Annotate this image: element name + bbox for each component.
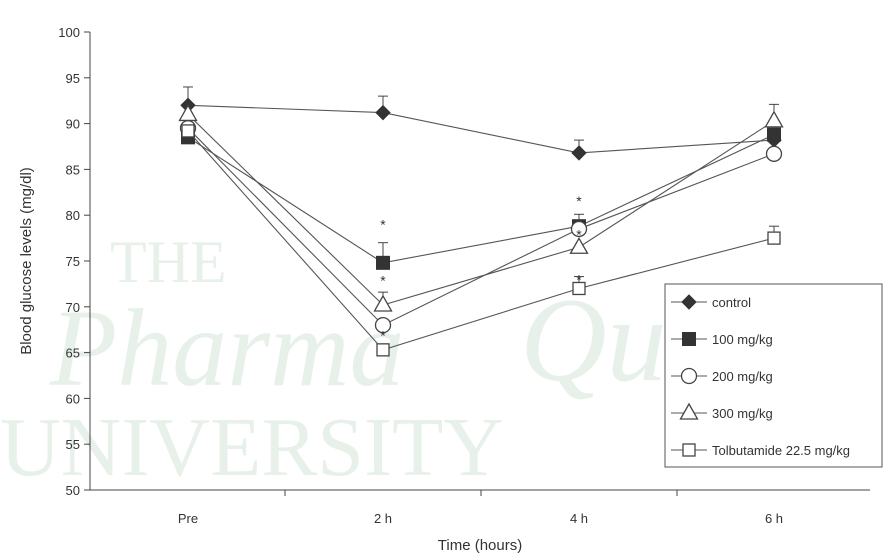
y-tick-label: 60	[66, 391, 80, 406]
legend-label: control	[712, 295, 751, 310]
data-point	[375, 104, 391, 121]
y-tick-label: 50	[66, 483, 80, 498]
watermark: THE Pharma UNIVERSITY Quiz	[0, 229, 747, 494]
legend-marker	[682, 443, 696, 457]
legend-item-300-mg-kg: 300 mg/kg	[671, 402, 773, 421]
y-axis-label: Blood glucose levels (mg/dl)	[18, 167, 35, 355]
legend-item-200-mg-kg: 200 mg/kg	[671, 367, 773, 385]
significance-asterisk: *	[380, 272, 386, 288]
data-point	[181, 124, 195, 138]
data-point	[178, 104, 198, 122]
x-tick-label: 4 h	[570, 511, 588, 526]
legend-item-tolbutamide-22-5-mg-kg: Tolbutamide 22.5 mg/kg	[671, 443, 850, 458]
data-point	[376, 255, 390, 270]
series-300-mg-kg	[178, 103, 784, 312]
data-point	[570, 220, 588, 238]
x-tick-label: 2 h	[374, 511, 392, 526]
watermark-university: UNIVERSITY	[0, 401, 504, 494]
watermark-the: THE	[110, 229, 227, 295]
y-tick-label: 90	[66, 117, 80, 132]
y-tick-label: 75	[66, 254, 80, 269]
legend-marker	[679, 402, 699, 420]
y-tick-label: 65	[66, 346, 80, 361]
legend-marker	[682, 332, 696, 346]
series-tolbutamide-22-5-mg-kg	[181, 124, 781, 357]
axes: 50 55 60 65 70 75 80 85 90 95 100 Pre 2 h 4 h 6 h Tim…	[18, 25, 870, 554]
data-point	[376, 343, 390, 357]
data-point	[571, 145, 587, 161]
watermark-pharma: Pharma	[49, 287, 404, 409]
data-point	[767, 127, 781, 142]
data-point	[569, 236, 589, 254]
legend: control 100 mg/kg 200 mg/kg 300 mg/kg Tolbut…	[664, 283, 883, 468]
series-line	[187, 130, 775, 351]
plot-area	[178, 86, 784, 357]
series-line	[187, 104, 775, 154]
significance-asterisk: *	[380, 327, 386, 343]
y-tick-label: 95	[66, 71, 80, 86]
significance-annotations: * * * * * *	[380, 193, 582, 344]
x-tick-label: 6 h	[765, 511, 783, 526]
legend-marker	[680, 367, 698, 385]
legend-label: Tolbutamide 22.5 mg/kg	[712, 443, 850, 458]
legend-item-100-mg-kg: 100 mg/kg	[671, 332, 773, 347]
x-axis-label: Time (hours)	[438, 537, 522, 554]
series-line	[187, 134, 775, 264]
x-tick-label: Pre	[178, 511, 198, 526]
data-point	[765, 145, 783, 162]
legend-label: 200 mg/kg	[712, 369, 773, 384]
y-tick-label: 85	[66, 162, 80, 177]
y-tick-label: 80	[66, 208, 80, 223]
data-point	[374, 316, 392, 334]
legend-label: 100 mg/kg	[712, 332, 773, 347]
series-control	[180, 86, 782, 161]
significance-asterisk: *	[576, 227, 582, 243]
significance-asterisk: *	[576, 272, 582, 288]
legend-label: 300 mg/kg	[712, 406, 773, 421]
significance-asterisk: *	[576, 193, 582, 209]
y-tick-label: 100	[58, 25, 80, 40]
legend-marker	[681, 294, 697, 310]
y-tick-label: 55	[66, 437, 80, 452]
data-point	[373, 294, 393, 312]
data-point	[764, 110, 784, 128]
legend-item-control: control	[671, 294, 751, 310]
series-line	[187, 127, 775, 326]
y-tick-label: 70	[66, 300, 80, 315]
data-point	[767, 231, 781, 245]
series-line	[187, 114, 775, 306]
significance-asterisk: *	[380, 217, 386, 233]
series-100-mg-kg	[181, 127, 781, 270]
data-point	[572, 281, 586, 296]
